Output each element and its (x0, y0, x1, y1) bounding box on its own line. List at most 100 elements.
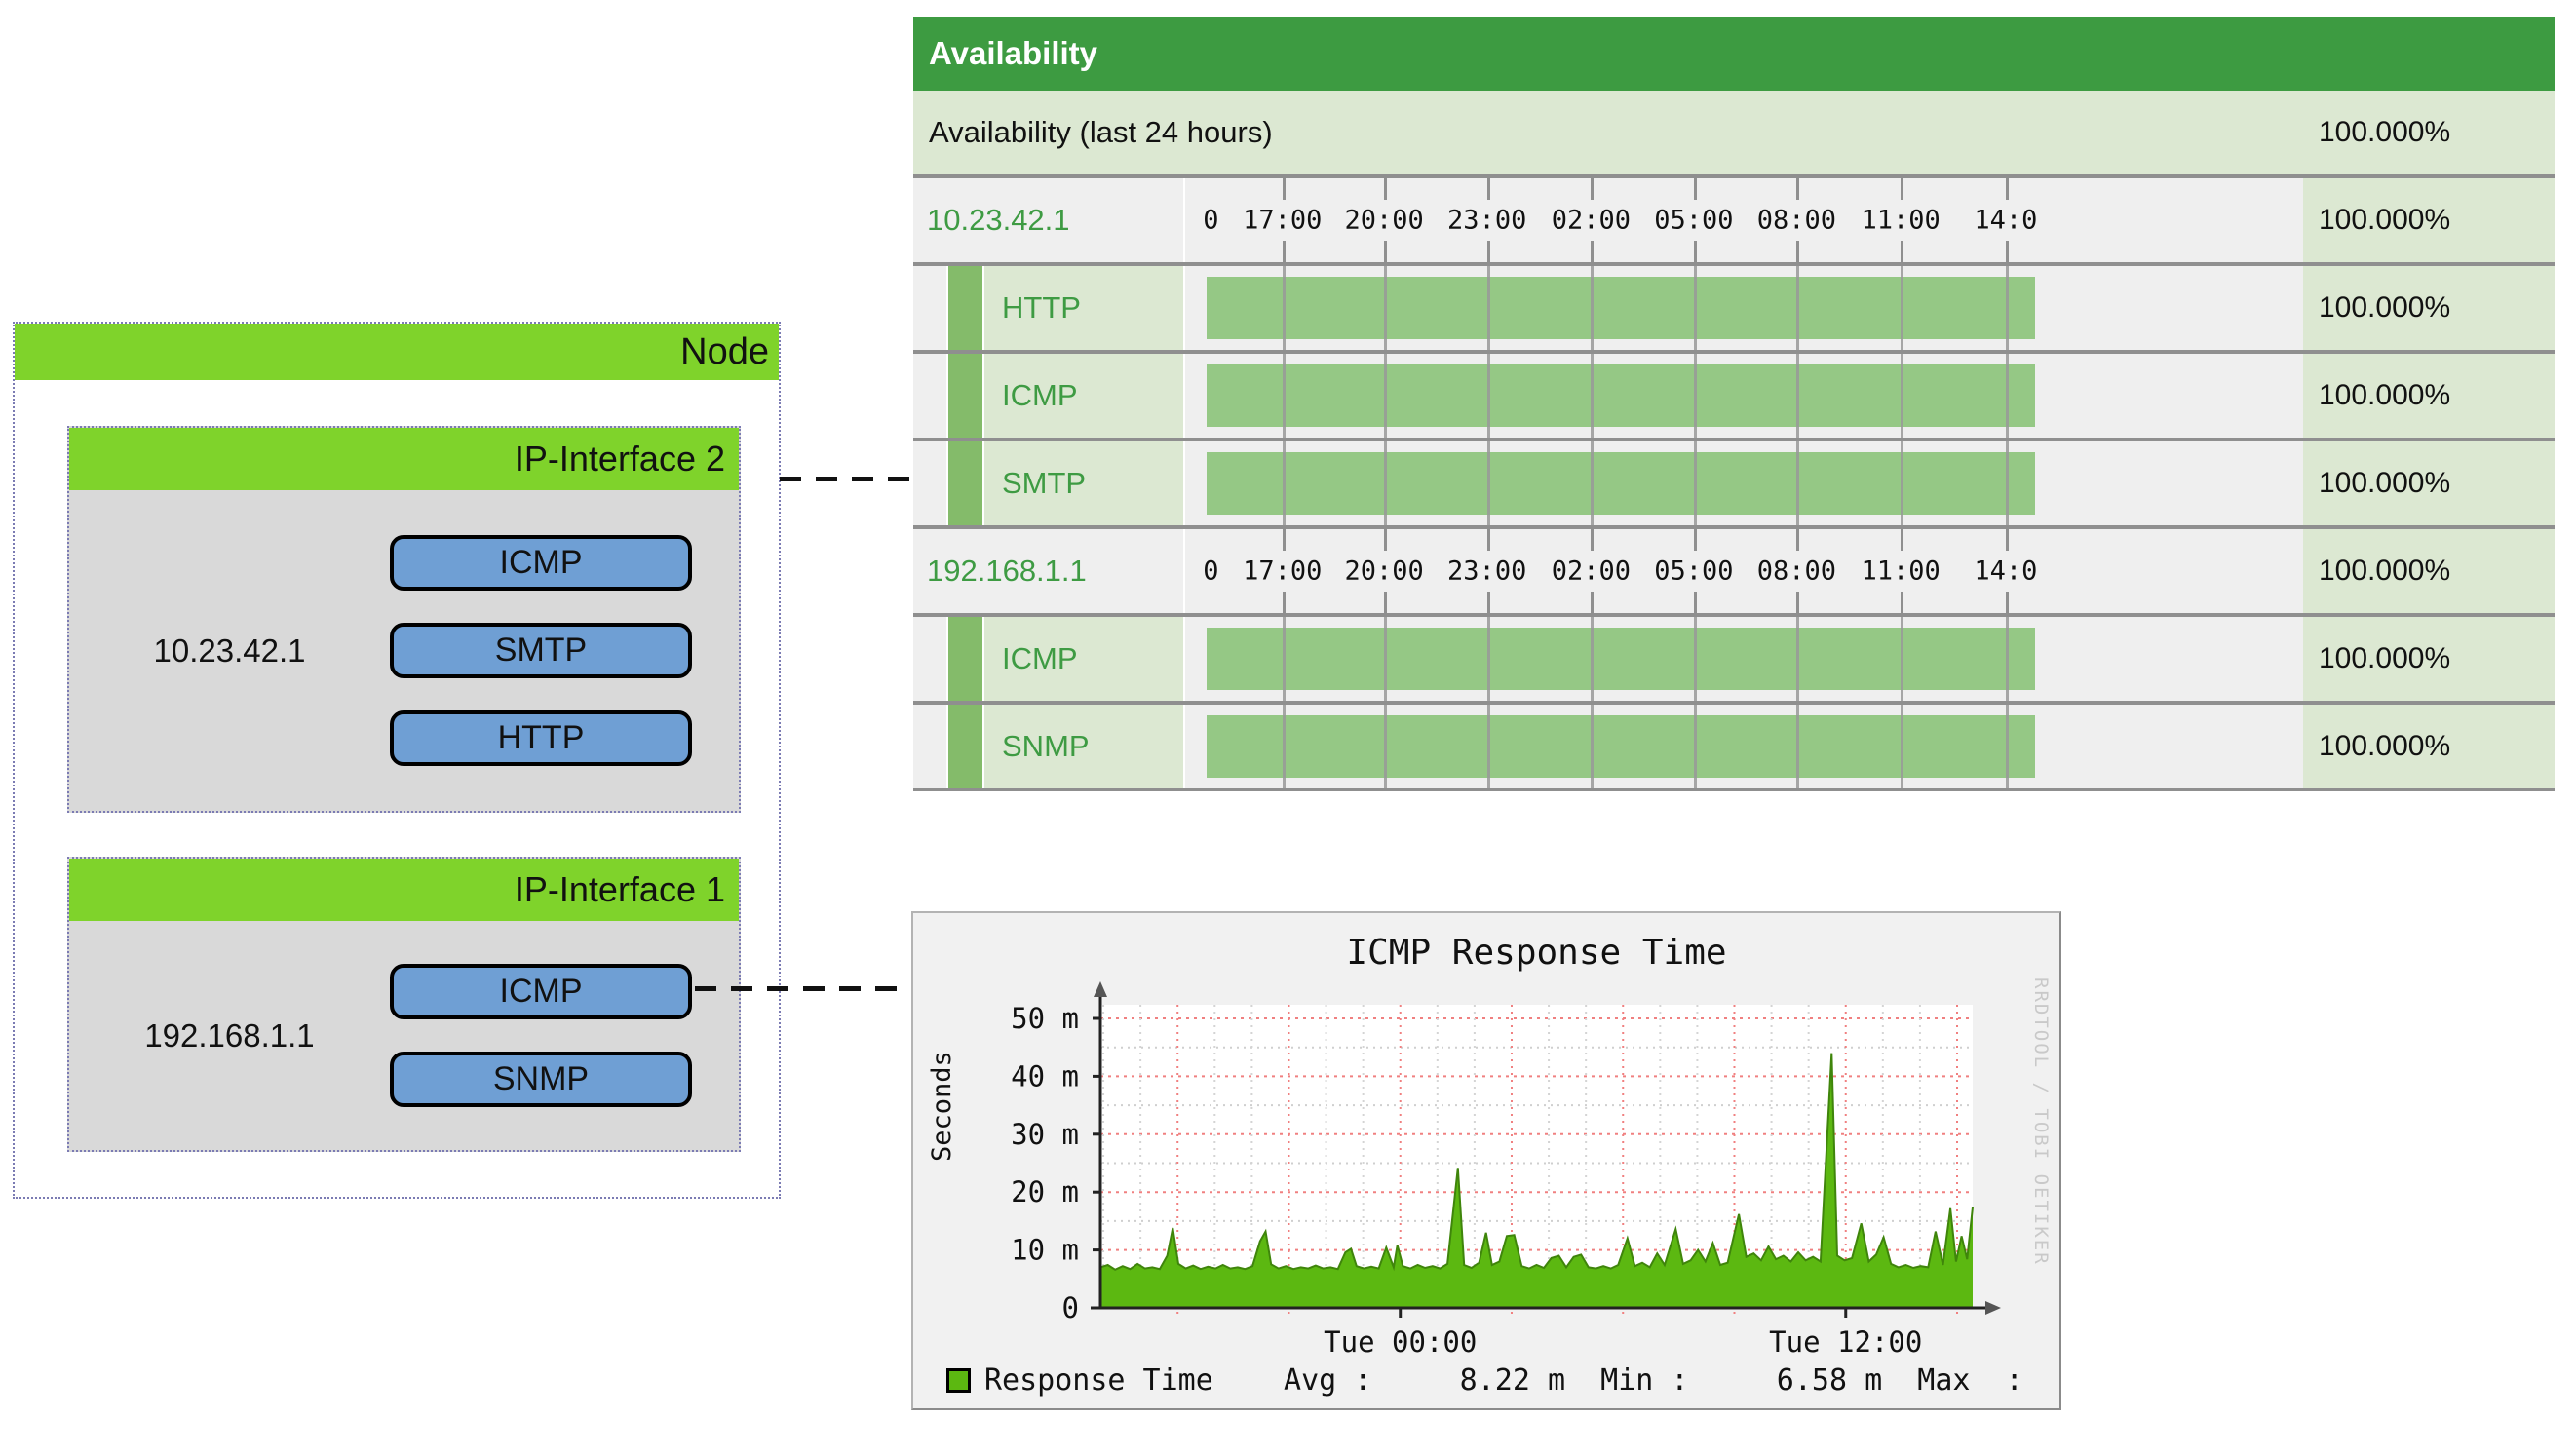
timeline-gridline (1796, 617, 1800, 701)
time-tick (1901, 592, 1904, 613)
x-tick-label: Tue 00:00 (1324, 1325, 1477, 1359)
table-bottom-border (913, 788, 2555, 791)
timeline-gridline (1901, 266, 1904, 350)
timeline-gridline (1486, 354, 1490, 438)
node-label: Node (680, 330, 769, 372)
service-link[interactable]: SNMP (982, 705, 1183, 788)
availability-bar (1206, 452, 2035, 515)
row-separator (913, 701, 2555, 705)
timeline-gridline (1591, 441, 1595, 525)
timeline-gridline (1282, 705, 1286, 788)
timeline-gridline (1591, 705, 1595, 788)
y-tick-label: 10 m (1011, 1234, 1079, 1267)
timeline-gridline (1282, 266, 1286, 350)
time-tick (1901, 529, 1904, 551)
service-link[interactable]: HTTP (982, 266, 1183, 350)
time-tick (1591, 241, 1595, 262)
timeline-gridline (1282, 354, 1286, 438)
timeline-gridline (1796, 266, 1800, 350)
time-tick (1486, 592, 1490, 613)
time-tick (2005, 178, 2009, 200)
time-tick (1384, 178, 1388, 200)
row-separator (913, 613, 2555, 617)
time-axis-label: 0 (1203, 205, 1219, 236)
timeline-gridline (1282, 441, 1286, 525)
time-axis-label: 11:00 (1861, 205, 1941, 236)
time-axis-label: 05:00 (1654, 556, 1734, 587)
availability-percentage: 100.000% (2303, 705, 2555, 788)
timeline-gridline (1384, 617, 1388, 701)
time-axis-label: 17:00 (1243, 556, 1323, 587)
ip-interface-body: 10.23.42.1 ICMP SMTP HTTP (69, 490, 739, 811)
availability-percentage: 100.000% (2303, 266, 2555, 350)
time-axis-label: 23:00 (1447, 556, 1527, 587)
availability-percentage: 100.000% (2303, 529, 2555, 613)
timeline-gridline (1384, 705, 1388, 788)
time-tick (1796, 592, 1800, 613)
time-tick (1282, 178, 1286, 200)
service-link[interactable]: ICMP (982, 354, 1183, 438)
table-row: SNMP 100.000% (913, 705, 2555, 788)
timeline-gridline (1486, 441, 1490, 525)
time-tick (1591, 529, 1595, 551)
row-separator (913, 174, 2555, 178)
timeline-gridline (1693, 617, 1697, 701)
time-axis-label: 14:0 (1974, 556, 2038, 587)
timeline-axis: 0 17:00 20:00 23:00 02:00 05:00 08:00 11:00 14:0 (1183, 529, 2303, 613)
service-button-column: ICMP SMTP HTTP (390, 535, 692, 766)
x-axis-arrow (1985, 1301, 2001, 1315)
row-separator (913, 350, 2555, 354)
availability-table-title: Availability (929, 35, 1098, 71)
time-tick (1693, 241, 1697, 262)
y-tick-label: 20 m (1011, 1175, 1079, 1208)
timeline-gridline (2005, 617, 2009, 701)
ip-interface-body: 192.168.1.1 ICMP SNMP (69, 921, 739, 1150)
service-link[interactable]: ICMP (982, 617, 1183, 701)
availability-table: Availability Availability (last 24 hours… (913, 17, 2555, 791)
availability-percentage: 100.000% (2303, 91, 2555, 174)
timeline-gridline (1384, 441, 1388, 525)
availability-timeline (1183, 354, 2303, 438)
timeline-axis: 0 17:00 20:00 23:00 02:00 05:00 08:00 11:00 14:0 (1183, 178, 2303, 262)
time-tick (2005, 529, 2009, 551)
timeline-gridline (1486, 705, 1490, 788)
time-axis-label: 20:00 (1344, 205, 1424, 236)
table-row: ICMP 100.000% (913, 354, 2555, 438)
availability-timeline (1183, 617, 2303, 701)
availability-percentage: 100.000% (2303, 441, 2555, 525)
dashed-connector (780, 477, 912, 481)
table-row: 10.23.42.1 0 17:00 20:00 23:00 02:00 05:00 08:0… (913, 178, 2555, 262)
row-indent (913, 705, 946, 788)
interface-link[interactable]: 10.23.42.1 (913, 178, 1183, 262)
time-tick (1282, 241, 1286, 262)
node-header: Node (15, 324, 779, 380)
timeline-gridline (1901, 354, 1904, 438)
time-axis-label: 02:00 (1551, 556, 1631, 587)
y-axis-arrow (1094, 981, 1107, 997)
time-tick (1693, 592, 1697, 613)
timeline-gridline (1693, 705, 1697, 788)
timeline-gridline (1693, 266, 1697, 350)
time-axis-label: 05:00 (1654, 205, 1734, 236)
interface-link[interactable]: 192.168.1.1 (913, 529, 1183, 613)
time-axis-label: 08:00 (1756, 556, 1837, 587)
table-row: Availability (last 24 hours) 100.000% (913, 91, 2555, 174)
timeline-gridline (2005, 354, 2009, 438)
row-separator (913, 262, 2555, 266)
time-tick (1282, 529, 1286, 551)
time-axis-label: 08:00 (1756, 205, 1837, 236)
interface-group-stripe (946, 617, 982, 701)
time-tick (1384, 241, 1388, 262)
row-indent (913, 266, 946, 350)
ip-address-label: 192.168.1.1 (144, 1016, 315, 1054)
service-chip-http: HTTP (390, 710, 692, 766)
service-link[interactable]: SMTP (982, 441, 1183, 525)
legend-text: Response Time Avg : 8.22 m Min : 6.58 m … (984, 1363, 2041, 1398)
time-tick (1486, 529, 1490, 551)
time-tick (1901, 178, 1904, 200)
y-tick-label: 40 m (1011, 1059, 1079, 1092)
service-chip-smtp: SMTP (390, 623, 692, 678)
response-time-area (1100, 1053, 1973, 1308)
time-tick (1901, 241, 1904, 262)
time-tick (1796, 178, 1800, 200)
